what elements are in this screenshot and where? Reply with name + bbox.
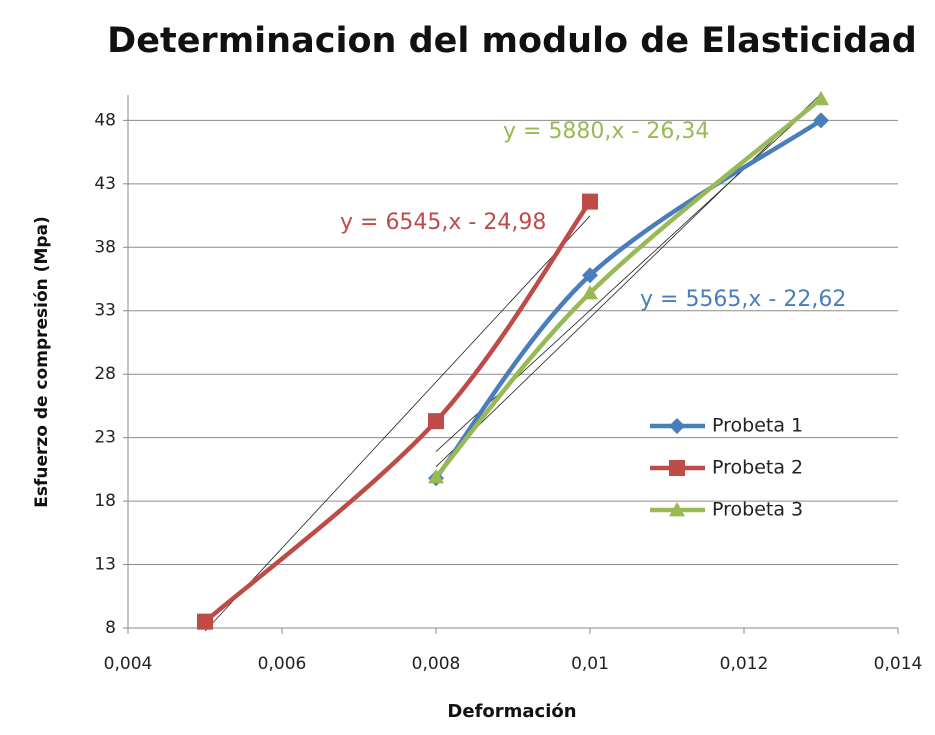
trendline xyxy=(435,98,822,452)
legend-label: Probeta 1 xyxy=(712,415,803,437)
y-tick-label: 43 xyxy=(94,174,116,194)
y-tick-label: 18 xyxy=(94,491,116,511)
marker xyxy=(813,112,829,129)
marker xyxy=(669,460,685,476)
marker xyxy=(197,613,213,630)
trendline xyxy=(204,215,591,632)
trendline xyxy=(435,93,822,468)
series-line xyxy=(203,200,592,624)
y-axis-label: Esfuerzo de compresión (Mpa) xyxy=(32,216,52,508)
y-tick-label: 48 xyxy=(94,110,116,130)
marker xyxy=(813,90,829,106)
marker xyxy=(428,468,444,484)
marker xyxy=(582,267,598,284)
marker xyxy=(669,418,685,434)
legend-label: Probeta 2 xyxy=(712,457,803,479)
marker xyxy=(582,193,598,210)
y-tick-label: 23 xyxy=(94,428,116,448)
y-tick-label: 28 xyxy=(94,364,116,384)
x-tick-label: 0,014 xyxy=(874,654,923,674)
legend-label: Probeta 3 xyxy=(712,499,803,521)
x-tick-label: 0,004 xyxy=(104,654,153,674)
x-axis-label: Deformación xyxy=(447,701,576,722)
trendline-label: y = 6545,x - 24,98 xyxy=(340,210,546,235)
x-tick-label: 0,012 xyxy=(720,654,769,674)
y-tick-label: 38 xyxy=(94,237,116,257)
x-tick-label: 0,008 xyxy=(412,654,461,674)
x-tick-label: 0,006 xyxy=(258,654,307,674)
y-tick-label: 13 xyxy=(94,555,116,575)
marker xyxy=(669,502,685,517)
y-tick-label: 33 xyxy=(94,301,116,321)
marker xyxy=(428,413,444,430)
marker xyxy=(582,284,598,300)
chart-title: Determinacion del modulo de Elasticidad xyxy=(107,21,917,61)
y-tick-label: 8 xyxy=(105,618,116,638)
trendline-label: y = 5565,x - 22,62 xyxy=(640,287,846,312)
x-tick-label: 0,01 xyxy=(571,654,609,674)
trendline-label: y = 5880,x - 26,34 xyxy=(503,119,709,144)
